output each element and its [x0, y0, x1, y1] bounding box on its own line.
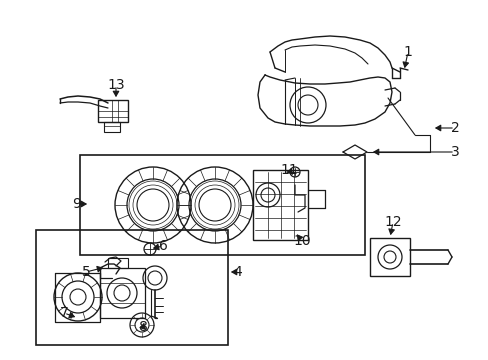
Text: 12: 12	[384, 215, 401, 229]
Text: 2: 2	[450, 121, 458, 135]
Bar	[369, 238, 409, 276]
Text: 11: 11	[280, 163, 297, 177]
Text: 8: 8	[138, 320, 147, 334]
Bar	[100, 268, 145, 318]
Text: 4: 4	[233, 265, 242, 279]
Text: 10: 10	[293, 234, 310, 248]
Bar	[104, 122, 120, 132]
Bar	[252, 170, 307, 240]
Text: 3: 3	[450, 145, 458, 159]
Bar	[36, 230, 227, 345]
Bar	[98, 100, 128, 122]
Text: 1: 1	[403, 45, 411, 59]
Text: 6: 6	[158, 239, 167, 253]
Bar	[108, 258, 128, 268]
Text: 7: 7	[60, 306, 68, 320]
Bar	[80, 155, 364, 255]
Text: 5: 5	[81, 265, 90, 279]
Text: 9: 9	[72, 197, 81, 211]
Text: 13: 13	[107, 78, 124, 92]
